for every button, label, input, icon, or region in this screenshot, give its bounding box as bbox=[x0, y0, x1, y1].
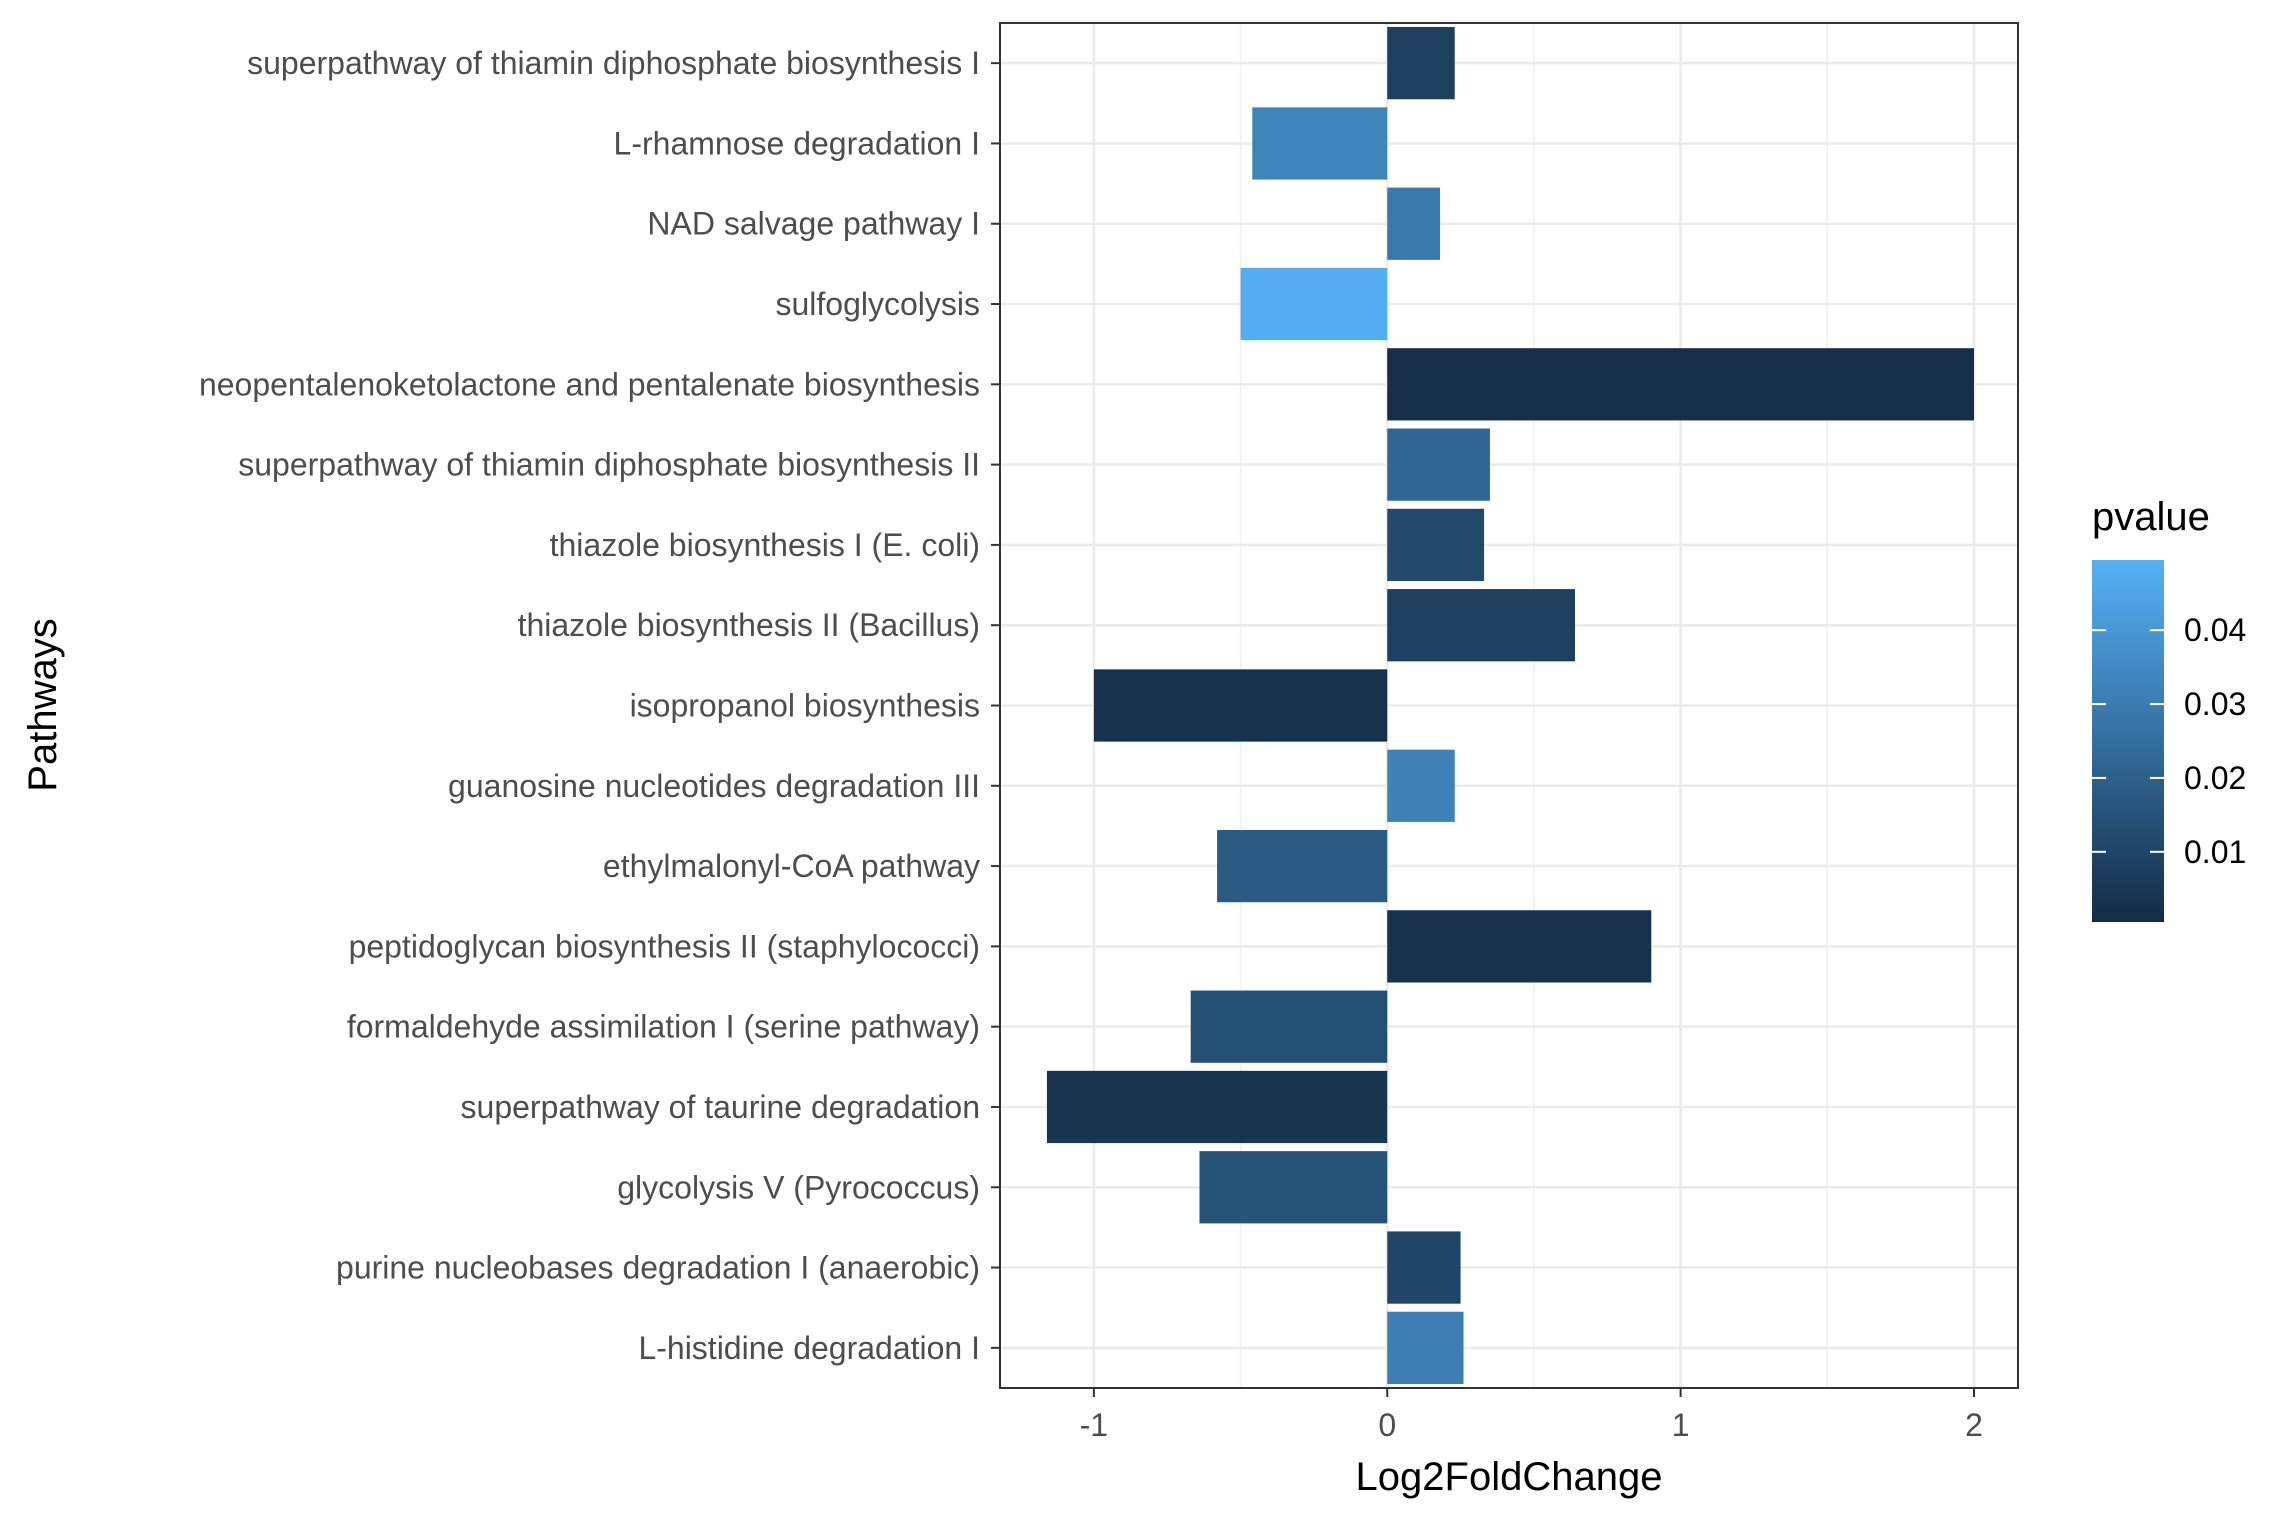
bar bbox=[1217, 829, 1388, 903]
y-tick-label: superpathway of taurine degradation bbox=[461, 1089, 980, 1125]
bar bbox=[1387, 1231, 1461, 1304]
bar bbox=[1252, 107, 1388, 180]
y-axis-title: Pathways bbox=[21, 618, 65, 791]
bar bbox=[1387, 749, 1455, 822]
bar bbox=[1199, 1151, 1388, 1224]
y-tick-label: peptidoglycan biosynthesis II (staphyloc… bbox=[349, 928, 980, 964]
y-tick-label: L-histidine degradation I bbox=[638, 1330, 980, 1366]
y-axis: superpathway of thiamin diphosphate bios… bbox=[199, 45, 1000, 1366]
y-tick-label: isopropanol biosynthesis bbox=[630, 688, 980, 724]
y-tick-label: purine nucleobases degradation I (anaero… bbox=[336, 1250, 980, 1286]
y-tick-label: superpathway of thiamin diphosphate bios… bbox=[247, 45, 980, 81]
x-tick-label: -1 bbox=[1080, 1407, 1108, 1443]
x-axis: -1 0 1 2 bbox=[1080, 1388, 1983, 1443]
legend-tick-label: 0.04 bbox=[2184, 612, 2246, 648]
y-tick-label: formaldehyde assimilation I (serine path… bbox=[347, 1009, 980, 1045]
legend-colorbar bbox=[2092, 560, 2164, 922]
y-tick-label: NAD salvage pathway I bbox=[647, 206, 980, 242]
y-tick-label: ethylmalonyl-CoA pathway bbox=[603, 848, 980, 884]
bar bbox=[1387, 428, 1490, 501]
bar bbox=[1387, 1311, 1464, 1384]
bar bbox=[1387, 589, 1576, 662]
bar bbox=[1387, 27, 1455, 100]
legend-title: pvalue bbox=[2092, 495, 2210, 539]
y-tick-label: L-rhamnose degradation I bbox=[614, 125, 980, 161]
y-tick-label: thiazole biosynthesis II (Bacillus) bbox=[518, 607, 980, 643]
x-tick-label: 0 bbox=[1378, 1407, 1396, 1443]
legend-tick-label: 0.03 bbox=[2184, 686, 2246, 722]
legend-tick-label: 0.02 bbox=[2184, 760, 2246, 796]
legend-tick-label: 0.01 bbox=[2184, 834, 2246, 870]
y-tick-label: superpathway of thiamin diphosphate bios… bbox=[238, 447, 980, 483]
bar bbox=[1190, 990, 1388, 1063]
bar bbox=[1387, 910, 1652, 983]
y-tick-label: glycolysis V (Pyrococcus) bbox=[617, 1169, 980, 1205]
bar bbox=[1387, 348, 1974, 421]
y-tick-label: thiazole biosynthesis I (E. coli) bbox=[550, 527, 980, 563]
y-tick-label: sulfoglycolysis bbox=[775, 286, 980, 322]
x-tick-label: 2 bbox=[1965, 1407, 1983, 1443]
bar bbox=[1387, 187, 1441, 260]
y-tick-label: guanosine nucleotides degradation III bbox=[448, 768, 980, 804]
bars bbox=[1046, 27, 1974, 1384]
bar bbox=[1093, 669, 1388, 742]
bar bbox=[1240, 267, 1388, 341]
x-tick-label: 1 bbox=[1672, 1407, 1690, 1443]
y-tick-label: neopentalenoketolactone and pentalenate … bbox=[199, 366, 980, 402]
bar bbox=[1387, 508, 1485, 582]
bar bbox=[1046, 1070, 1388, 1144]
x-axis-title: Log2FoldChange bbox=[1356, 1455, 1663, 1499]
legend: pvalue 0.01 0.02 0.03 0.04 bbox=[2092, 495, 2246, 922]
